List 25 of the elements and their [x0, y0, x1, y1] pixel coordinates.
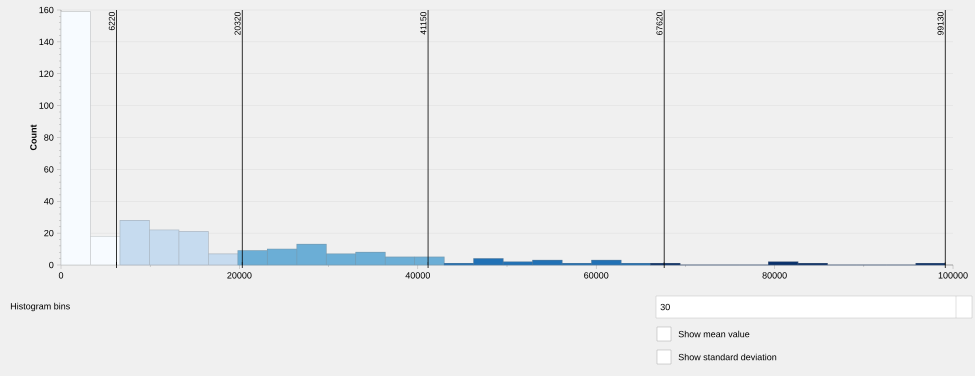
text: Show mean value [678, 330, 750, 338]
y-tick-label: 0 [49, 262, 54, 268]
y-tick-label: 140 [39, 38, 54, 46]
ref-line-label: 67620 [656, 12, 662, 35]
y-tick-label: 100 [39, 102, 54, 109]
x-tick-label: 100000 [938, 272, 968, 279]
y-tick-label: 80 [44, 134, 54, 141]
x-tick-label: 20000 [227, 272, 252, 279]
ref-line-label: 6220 [108, 12, 115, 30]
y-axis-title: Count [30, 124, 37, 150]
x-tick-label: 40000 [406, 272, 430, 279]
text: Histogram bins [10, 302, 70, 312]
ref-line-label: 41150 [420, 12, 426, 35]
y-tick-label: 120 [39, 70, 54, 77]
text: Show standard deviation [678, 354, 776, 360]
x-tick-label: 80000 [762, 272, 787, 279]
text: 30 [660, 304, 670, 310]
y-tick-label: 160 [39, 6, 54, 14]
ref-line-label: 99130 [938, 12, 944, 35]
x-tick-label: 0 [58, 272, 64, 279]
y-tick-label: 20 [44, 230, 54, 236]
y-tick-label: 40 [44, 198, 54, 204]
y-tick-label: 60 [44, 166, 54, 173]
ref-line-label: 20320 [234, 12, 241, 35]
x-tick-label: 60000 [584, 272, 608, 279]
